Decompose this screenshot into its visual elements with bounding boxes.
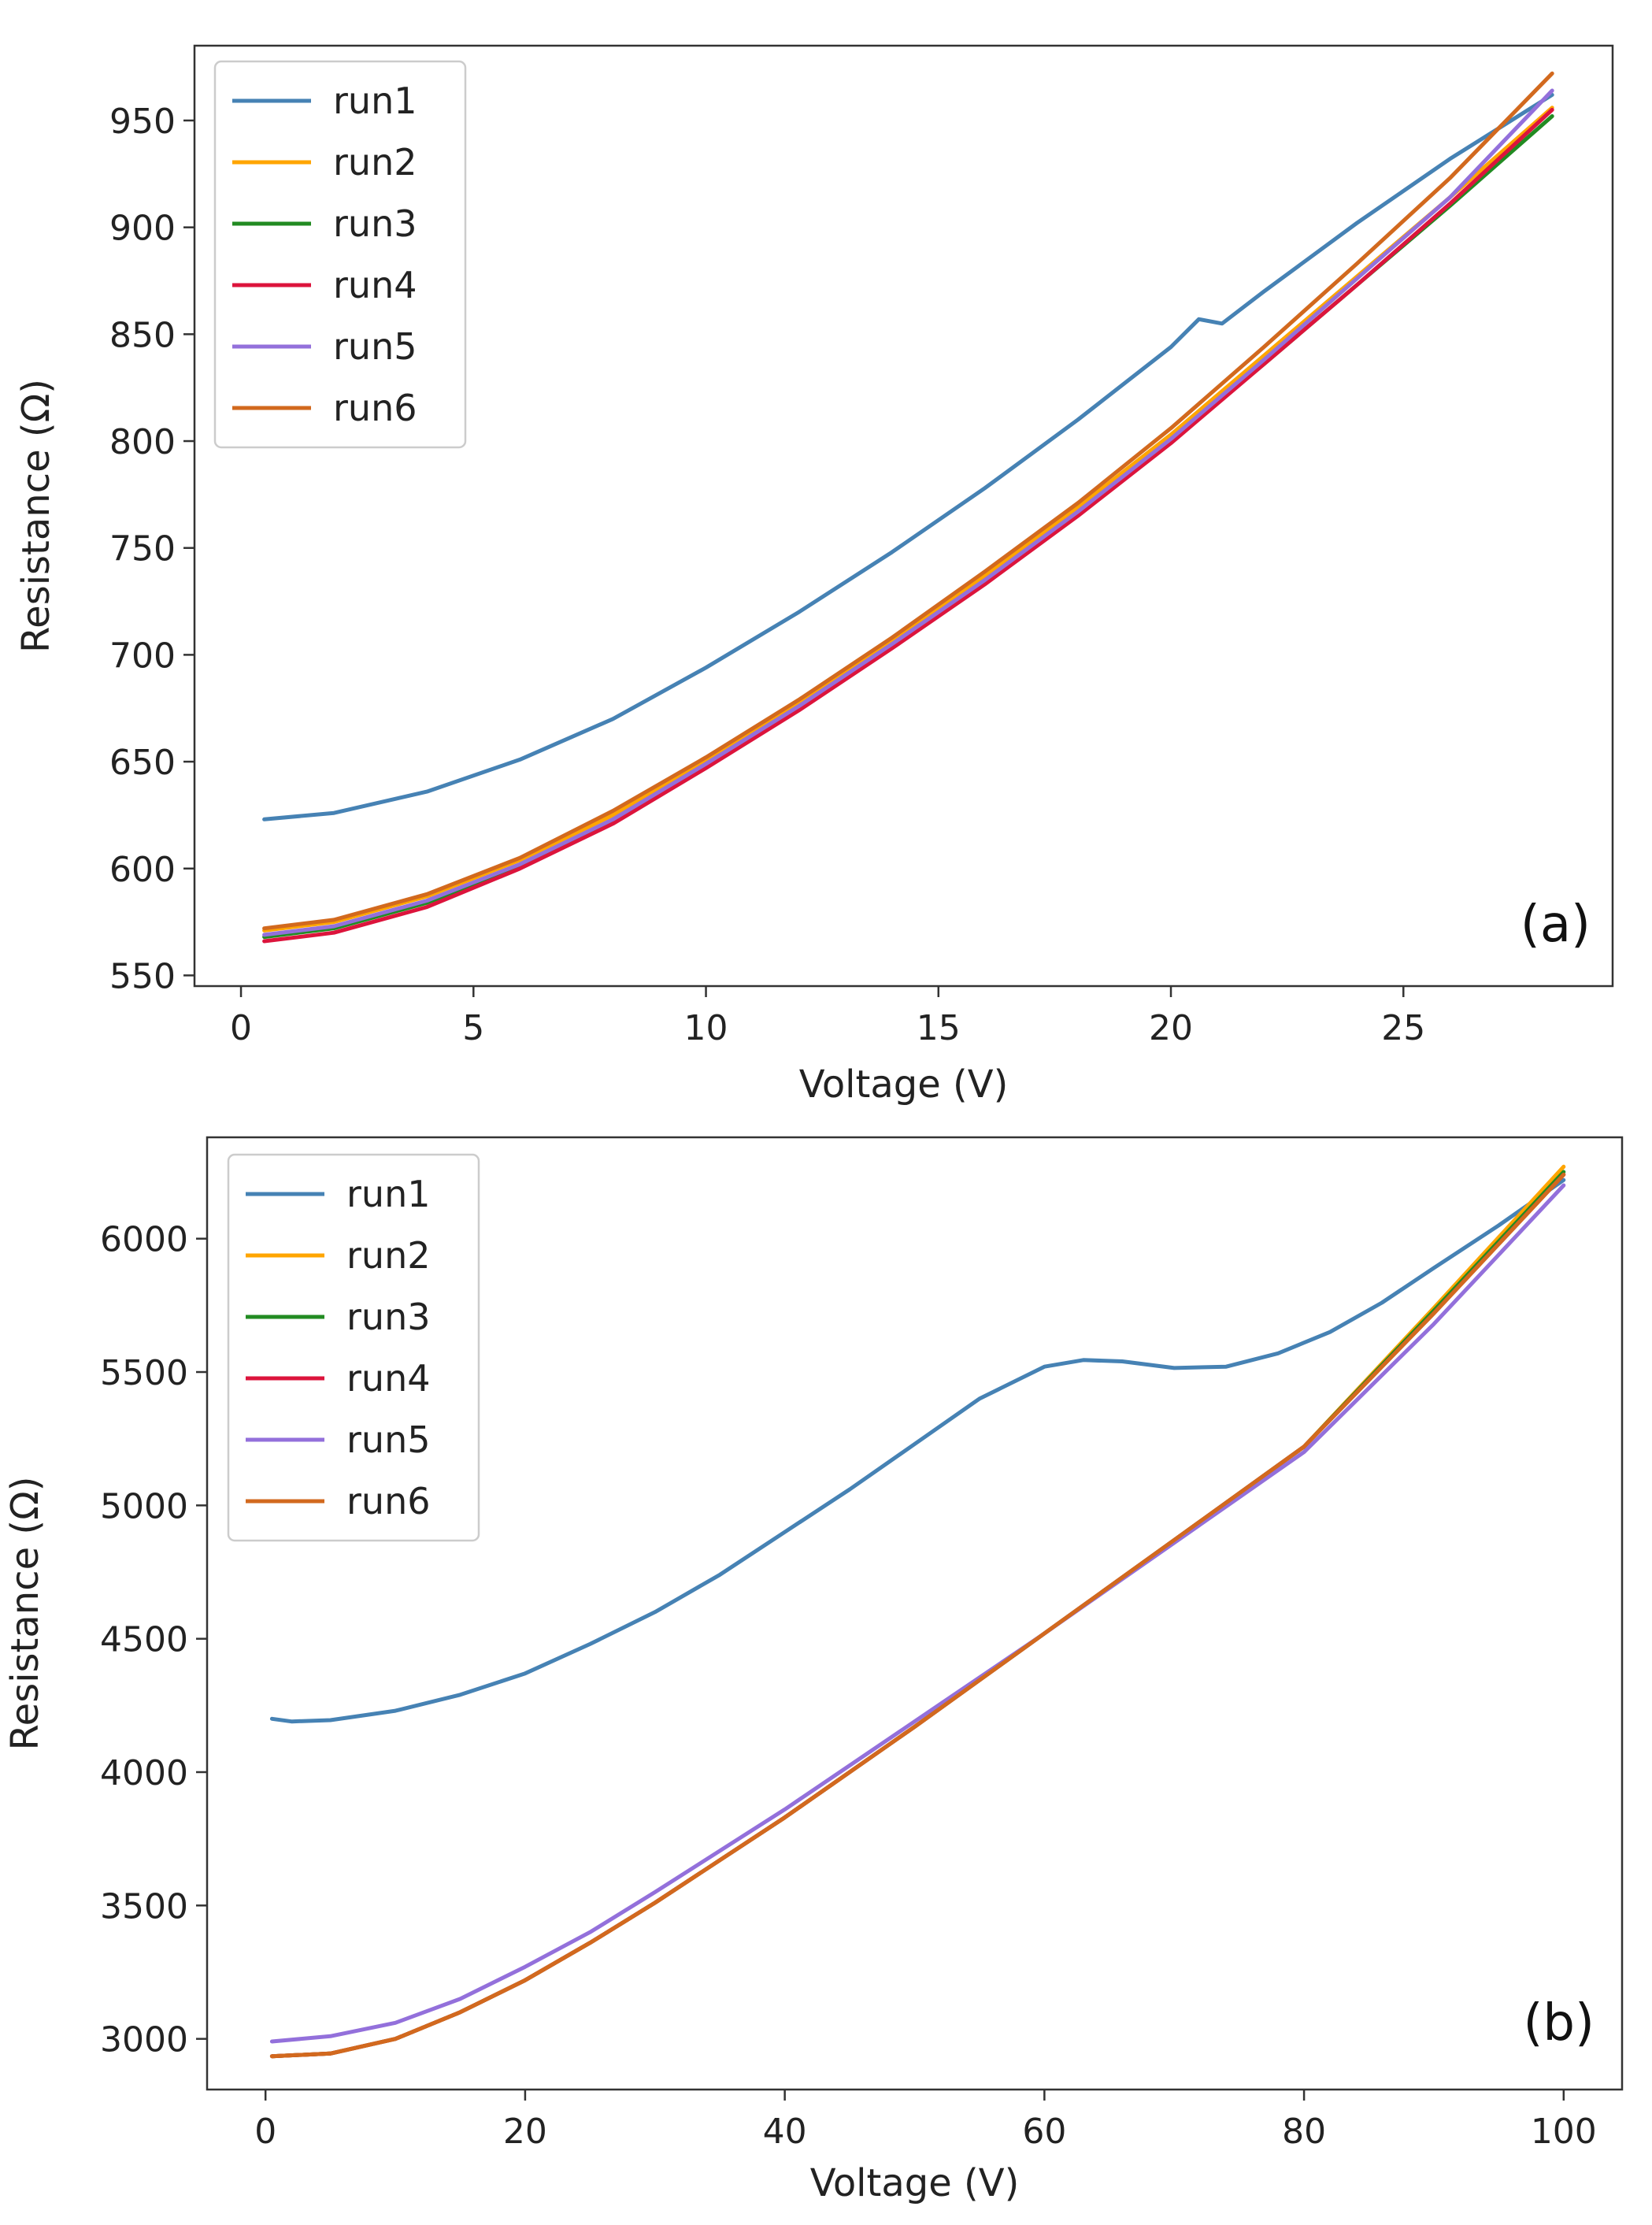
y-tick-label: 950	[109, 102, 176, 142]
y-tick-label: 6000	[100, 1220, 188, 1260]
x-tick-label: 0	[254, 2112, 276, 2152]
series-line-run5	[269, 1183, 1566, 2044]
x-tick-label: 15	[917, 1008, 961, 1048]
x-tick-label: 5	[462, 1008, 484, 1048]
legend-entry-run2: run2	[333, 141, 417, 184]
x-tick-label: 100	[1531, 2112, 1597, 2152]
y-tick-label: 850	[109, 315, 176, 355]
series-line-run4	[262, 107, 1554, 944]
series-line-run1	[262, 92, 1554, 821]
legend-entry-run1: run1	[333, 80, 417, 122]
y-tick-label: 5500	[100, 1353, 188, 1393]
legend-entry-run3: run3	[346, 1296, 431, 1338]
legend: run1 run2 run3 run4 run5 run6	[227, 1153, 480, 1542]
legend-frame	[227, 1153, 480, 1542]
y-tick-label: 3500	[100, 1886, 188, 1926]
plot-frame	[206, 1136, 1624, 2091]
legend-entry-run4: run4	[333, 264, 417, 306]
y-tick-label: 4500	[100, 1620, 188, 1660]
y-tick-label: 650	[109, 743, 176, 783]
chart-panel-b: 0 20 40 60 80 100 3000 3500 4000 4500 5000 5500 6000…	[3, 1136, 1624, 2205]
legend-frame	[213, 60, 467, 449]
legend-entry-run2: run2	[346, 1234, 431, 1277]
legend: run1 run2 run3 run4 run5 run6	[213, 60, 467, 449]
panel-label: (b)	[1523, 1994, 1595, 2053]
series-line-run6	[262, 71, 1554, 931]
x-tick-label: 80	[1282, 2112, 1326, 2152]
x-tick-label: 25	[1381, 1008, 1425, 1048]
x-axis-label: Voltage (V)	[810, 2161, 1020, 2205]
x-tick-label: 10	[684, 1008, 728, 1048]
y-axis-label: Resistance (Ω)	[14, 379, 58, 653]
y-axis-label: Resistance (Ω)	[3, 1476, 47, 1750]
x-axis-label: Voltage (V)	[799, 1062, 1009, 1107]
series-line-run1	[269, 1177, 1566, 1724]
x-tick-label: 0	[230, 1008, 252, 1048]
legend-entry-run4: run4	[346, 1357, 431, 1400]
y-tick-label: 900	[109, 209, 176, 249]
chart-panel-a: 0 5 10 15 20 25 550 600 650 700 750 800 850 900 950 Vol…	[14, 44, 1614, 1107]
legend-entry-run5: run5	[346, 1418, 431, 1461]
y-tick-label: 600	[109, 850, 176, 890]
y-tick-label: 750	[109, 529, 176, 569]
y-tick-label: 3000	[100, 2020, 188, 2060]
series-line-run5	[262, 88, 1554, 937]
legend-entry-run5: run5	[333, 325, 417, 368]
y-tick-label: 550	[109, 956, 176, 996]
legend-entry-run6: run6	[346, 1480, 431, 1522]
x-tick-label: 60	[1022, 2112, 1066, 2152]
x-tick-label: 20	[1149, 1008, 1193, 1048]
legend-entry-run1: run1	[346, 1173, 431, 1215]
y-tick-label: 800	[109, 422, 176, 462]
y-tick-label: 5000	[100, 1486, 188, 1526]
panel-label: (a)	[1521, 896, 1591, 954]
x-tick-label: 40	[763, 2112, 807, 2152]
series-group	[269, 1164, 1566, 2059]
series-group	[262, 71, 1554, 944]
series-line-run6	[269, 1172, 1566, 2059]
legend-entry-run3: run3	[333, 202, 417, 245]
legend-entry-run6: run6	[333, 387, 417, 429]
x-tick-label: 20	[503, 2112, 547, 2152]
y-tick-label: 700	[109, 636, 176, 676]
y-tick-label: 4000	[100, 1753, 188, 1793]
plot-frame	[193, 44, 1614, 988]
